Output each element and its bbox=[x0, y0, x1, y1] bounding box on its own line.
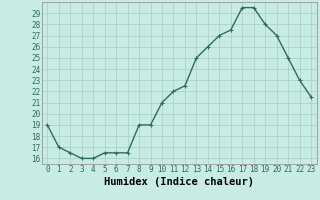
X-axis label: Humidex (Indice chaleur): Humidex (Indice chaleur) bbox=[104, 177, 254, 187]
